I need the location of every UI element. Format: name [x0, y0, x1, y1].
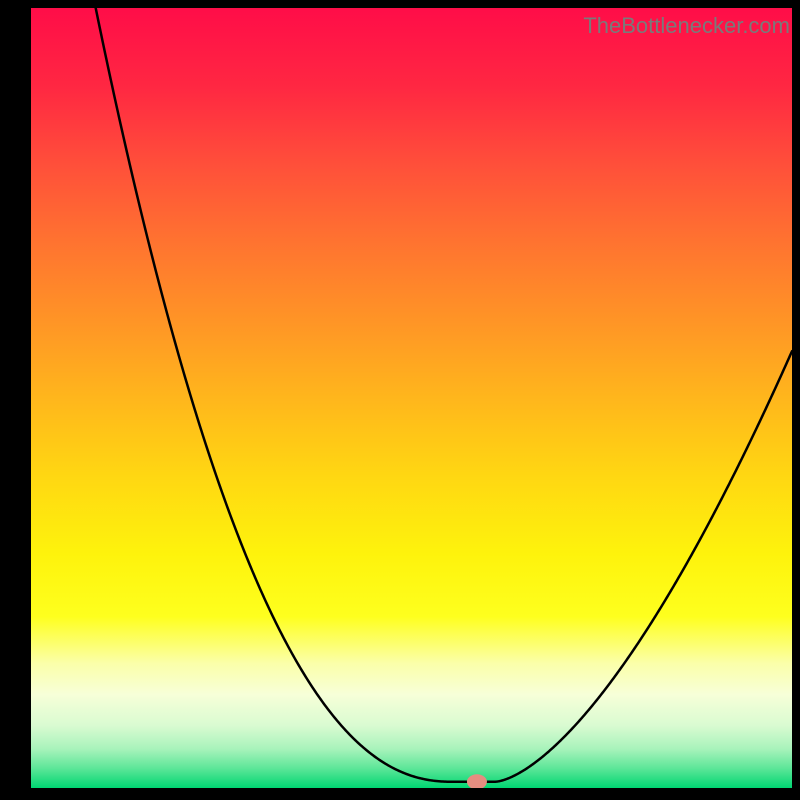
gradient-background — [31, 8, 792, 788]
chart-container: TheBottlenecker.com — [0, 0, 800, 800]
chart-svg — [0, 0, 800, 800]
optimal-point-marker — [467, 774, 487, 789]
watermark-text: TheBottlenecker.com — [583, 13, 790, 39]
